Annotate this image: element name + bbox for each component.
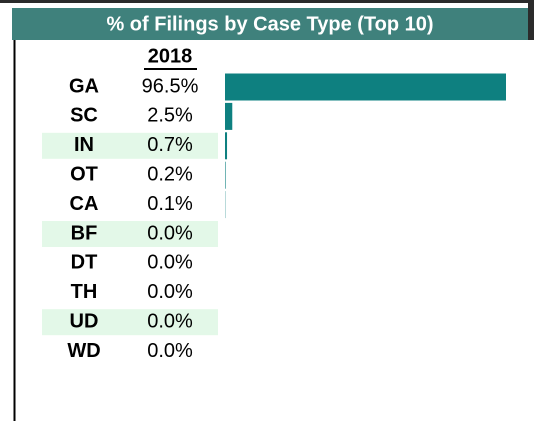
bar: [225, 73, 506, 101]
category-label: OT: [70, 163, 98, 185]
bar: [225, 132, 228, 160]
value-label: 0.7%: [147, 134, 193, 156]
value-label: 96.5%: [142, 75, 199, 97]
category-label: IN: [74, 134, 94, 156]
value-label: 0.2%: [147, 163, 193, 185]
category-label: WD: [67, 340, 100, 362]
category-label: CA: [70, 193, 99, 215]
right-edge: [528, 0, 534, 40]
category-label: SC: [70, 105, 98, 127]
title-bar: [12, 8, 528, 40]
value-label: 0.0%: [147, 310, 193, 332]
chart-title: % of Filings by Case Type (Top 10): [106, 13, 433, 35]
value-label: 0.0%: [147, 222, 193, 244]
rows: GA 96.5% SC 2.5% IN 0.7% OT 0.2% CA 0.1% BF 0.0% DT 0…: [42, 73, 506, 362]
category-label: TH: [71, 281, 98, 303]
row-highlight: [42, 221, 218, 247]
value-label: 0.0%: [147, 281, 193, 303]
category-label: GA: [69, 75, 99, 97]
category-label: BF: [71, 222, 98, 244]
row-highlight: [42, 309, 218, 336]
bar: [225, 161, 226, 189]
value-label: 0.0%: [147, 252, 193, 274]
column-header: 2018: [148, 45, 193, 67]
category-label: UD: [70, 310, 99, 332]
category-label: DT: [71, 252, 98, 274]
value-label: 0.1%: [147, 193, 193, 215]
bar: [225, 102, 233, 130]
value-label: 2.5%: [147, 105, 193, 127]
top-edge: [0, 0, 534, 3]
row-highlight: [42, 132, 218, 159]
value-label: 0.0%: [147, 340, 193, 362]
